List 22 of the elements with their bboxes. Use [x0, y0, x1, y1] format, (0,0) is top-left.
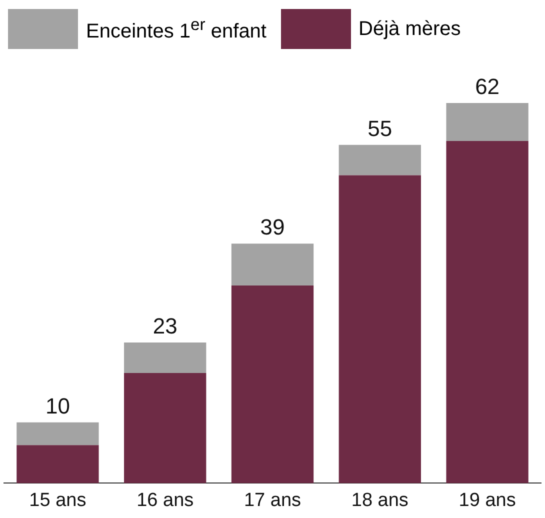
bar — [446, 141, 528, 484]
x-tick-label: 16 ans — [136, 490, 194, 511]
annotation: 62 — [475, 74, 500, 100]
bar — [446, 103, 528, 142]
x-tick-label: 19 ans — [458, 490, 516, 511]
bar — [231, 285, 314, 484]
bar — [231, 244, 314, 286]
bar — [16, 422, 99, 446]
bar — [124, 372, 206, 484]
annotation: 10 — [45, 393, 70, 418]
legend-label: Déjà mères — [358, 18, 461, 40]
x-tick-label: 18 ans — [351, 490, 408, 511]
annotation: 23 — [152, 314, 178, 339]
x-tick-label: 17 ans — [244, 490, 302, 511]
bar — [338, 175, 421, 484]
bar — [16, 445, 99, 484]
bar — [124, 342, 206, 373]
x-tick-label: 15 ans — [29, 490, 86, 511]
annotation: 39 — [260, 214, 285, 240]
annotation: 55 — [368, 116, 392, 141]
legend-label: Enceintes 1$^{er}$ enfant — [86, 14, 266, 44]
bar — [338, 144, 421, 176]
